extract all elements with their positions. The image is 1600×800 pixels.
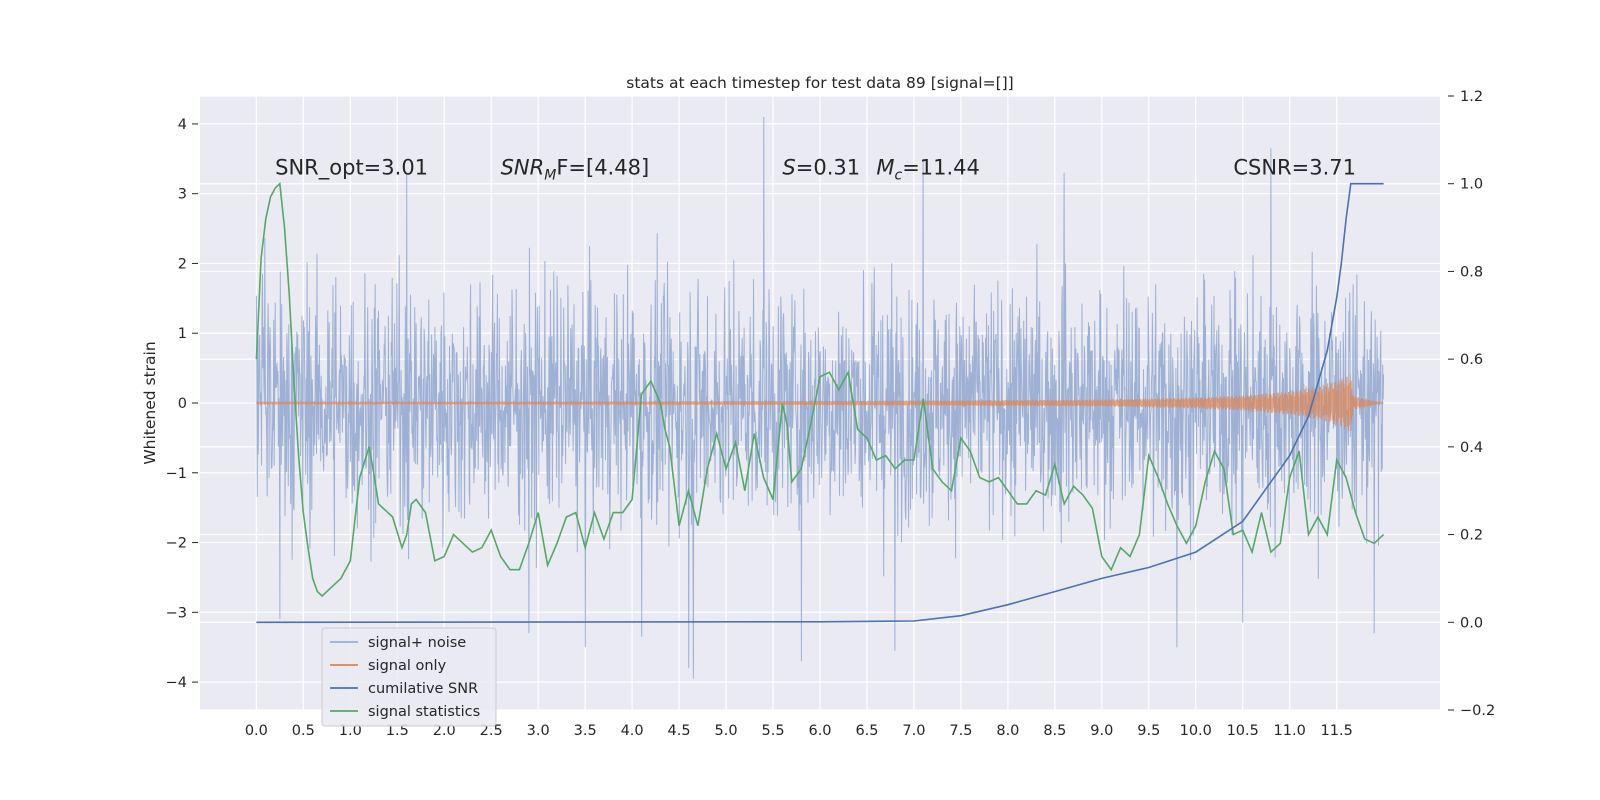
y2-tick-label: 1.2	[1460, 89, 1483, 105]
x-tick-label: 4.5	[668, 723, 691, 739]
signal-only-line	[255, 374, 1384, 432]
annotation-text: S=0.31	[782, 156, 860, 180]
x-tick-label: 5.5	[761, 723, 784, 739]
x-axis-ticks: 0.0 0.5 1.0 1.5 2.0 2.5 3.0 3.5 4.0 4.5 5.0 5.5 6.0 6…	[245, 723, 1353, 739]
y2-tick-label: 0.8	[1460, 264, 1483, 280]
x-tick-label: 11.0	[1274, 723, 1306, 739]
y2-tick-label: −0.2	[1460, 703, 1495, 719]
cumulative-snr-line	[256, 182, 1384, 624]
x-tick-label: 10.5	[1227, 723, 1259, 739]
legend-label: cumilative SNR	[368, 681, 478, 697]
annotation-text: CSNR=3.71	[1233, 156, 1356, 180]
signal-only-series	[255, 374, 1384, 432]
signal-statistics-series	[255, 181, 1385, 598]
y-tick-label: 3	[178, 187, 187, 203]
y-tick-label: 2	[178, 256, 187, 272]
y-tick-label: −2	[166, 536, 187, 552]
y2-tick-label: 0.4	[1460, 440, 1483, 456]
x-tick-label: 0.0	[245, 723, 268, 739]
legend-label: signal+ noise	[368, 635, 466, 651]
x-tick-label: 11.5	[1321, 723, 1353, 739]
annotation-main: SNR	[501, 156, 545, 180]
y-tick-label: −1	[166, 466, 187, 482]
x-tick-label: 3.5	[574, 723, 597, 739]
chart-title: stats at each timestep for test data 89 …	[626, 74, 1013, 92]
x-tick-label: 10.0	[1180, 723, 1212, 739]
x-tick-label: 8.0	[996, 723, 1019, 739]
x-tick-label: 3.0	[527, 723, 550, 739]
annotation-sub: M	[544, 168, 556, 184]
legend-label: signal only	[368, 658, 447, 674]
x-tick-label: 6.0	[808, 723, 831, 739]
annotation-main: M	[876, 156, 894, 180]
annotation-text: SNRMF=[4.48]	[501, 156, 650, 184]
annotation-rest: =11.44	[902, 156, 980, 180]
x-tick-label: 0.5	[292, 723, 315, 739]
x-tick-label: 7.5	[949, 723, 972, 739]
y2-tick-label: 0.0	[1460, 615, 1483, 631]
y2-tick-label: 0.2	[1460, 528, 1483, 544]
y-tick-label: 0	[178, 396, 187, 412]
y-tick-label: 1	[178, 326, 187, 342]
x-tick-label: 8.5	[1043, 723, 1066, 739]
x-tick-label: 1.5	[386, 723, 409, 739]
annotation-text: Mc=11.44	[876, 156, 980, 184]
x-tick-label: 7.0	[902, 723, 925, 739]
x-tick-label: 2.0	[433, 723, 456, 739]
y2-axis-ticks: 1.2 1.0 0.8 0.6 0.4 0.2 0.0 −0.2	[1448, 89, 1495, 719]
x-tick-label: 4.0	[621, 723, 644, 739]
x-tick-label: 5.0	[715, 723, 738, 739]
x-tick-label: 1.0	[339, 723, 362, 739]
legend: signal+ noise signal only cumilative SNR si…	[321, 627, 497, 727]
x-tick-label: 9.5	[1137, 723, 1160, 739]
annotation-text: SNR_opt=3.01	[275, 156, 428, 181]
annotation-main: S	[782, 156, 795, 180]
annotation-rest: F=[4.48]	[556, 156, 649, 180]
annotation-sub: c	[894, 168, 902, 184]
y2-tick-label: 0.6	[1460, 352, 1483, 368]
y2-tick-label: 1.0	[1460, 177, 1483, 193]
legend-label: signal statistics	[368, 704, 480, 720]
annotations: SNR_opt=3.01 SNRMF=[4.48] S=0.31 Mc=11.44 CS…	[275, 156, 1356, 184]
y-tick-label: 4	[178, 117, 187, 133]
y-axis-ticks: 4 3 2 1 0 −1 −2 −3 −4	[166, 117, 198, 691]
x-tick-label: 2.5	[480, 723, 503, 739]
annotation-rest: =0.31	[796, 156, 860, 180]
cumulative-snr-series	[256, 182, 1384, 624]
x-tick-label: 9.0	[1090, 723, 1113, 739]
legend-box	[321, 627, 497, 727]
y-axis-label: Whitened strain	[141, 341, 159, 464]
y-tick-label: −4	[166, 675, 187, 691]
x-tick-label: 6.5	[855, 723, 878, 739]
y-tick-label: −3	[166, 605, 187, 621]
signal-statistics-line	[255, 181, 1385, 598]
